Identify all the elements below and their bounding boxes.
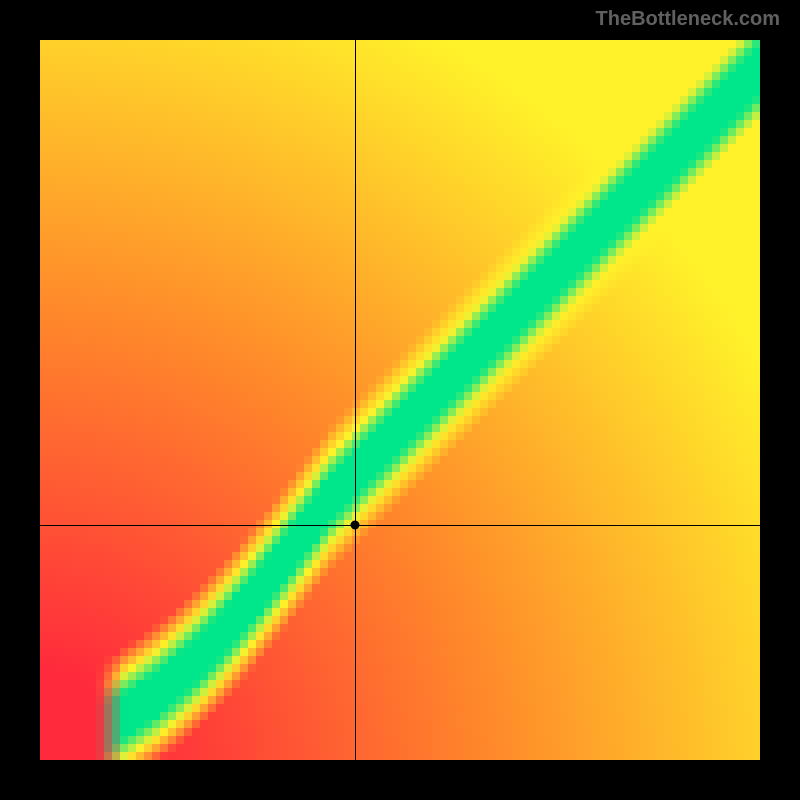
marker-dot <box>351 520 360 529</box>
crosshair-vertical <box>355 40 356 760</box>
bottleneck-heatmap <box>40 40 760 760</box>
plot-area <box>40 40 760 760</box>
crosshair-horizontal <box>40 525 760 526</box>
watermark-text: TheBottleneck.com <box>596 8 780 31</box>
